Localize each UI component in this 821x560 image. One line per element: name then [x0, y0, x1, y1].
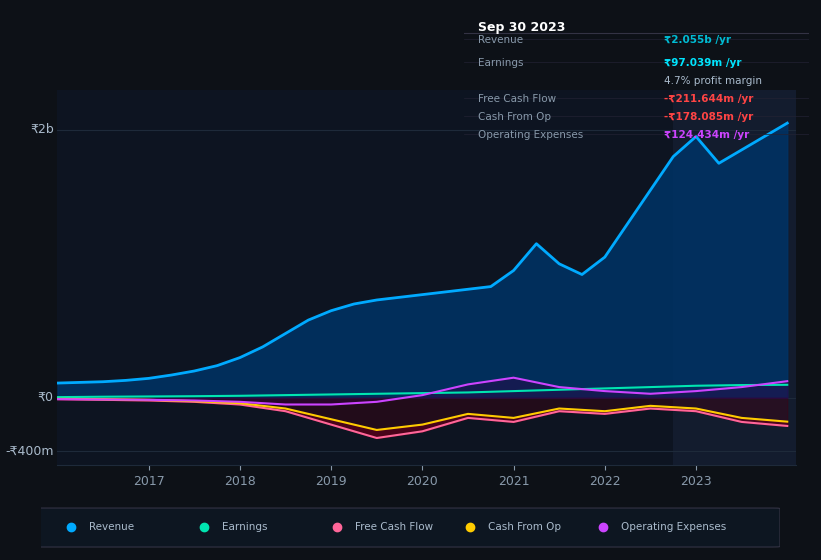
FancyBboxPatch shape	[34, 508, 780, 547]
Text: Revenue: Revenue	[89, 522, 134, 533]
Text: Free Cash Flow: Free Cash Flow	[478, 94, 556, 104]
Text: ₹124.434m /yr: ₹124.434m /yr	[664, 130, 749, 140]
Text: ₹2b: ₹2b	[30, 123, 54, 136]
Text: -₹400m: -₹400m	[5, 445, 54, 458]
Text: Earnings: Earnings	[222, 522, 268, 533]
Text: -₹211.644m /yr: -₹211.644m /yr	[664, 94, 753, 104]
Text: Earnings: Earnings	[478, 58, 523, 68]
Text: Sep 30 2023: Sep 30 2023	[478, 21, 565, 34]
Bar	[673, 90, 796, 465]
Text: Cash From Op: Cash From Op	[478, 112, 551, 122]
Text: Revenue: Revenue	[478, 35, 523, 45]
Text: -₹178.085m /yr: -₹178.085m /yr	[664, 112, 753, 122]
Text: Operating Expenses: Operating Expenses	[621, 522, 727, 533]
Text: ₹97.039m /yr: ₹97.039m /yr	[664, 58, 741, 68]
Text: ₹2.055b /yr: ₹2.055b /yr	[664, 35, 731, 45]
Text: Operating Expenses: Operating Expenses	[478, 130, 583, 140]
Text: 4.7% profit margin: 4.7% profit margin	[664, 76, 762, 86]
Text: ₹0: ₹0	[38, 391, 54, 404]
Text: Free Cash Flow: Free Cash Flow	[355, 522, 433, 533]
Text: Cash From Op: Cash From Op	[488, 522, 561, 533]
